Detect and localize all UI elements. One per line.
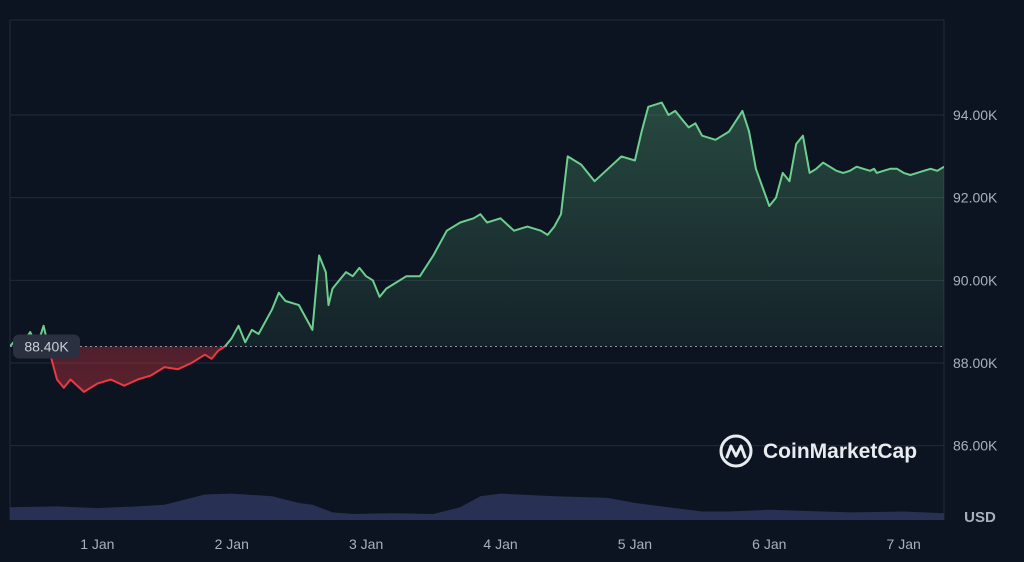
price-above-baseline <box>10 101 944 347</box>
x-tick-label: 4 Jan <box>483 536 517 552</box>
watermark-text: CoinMarketCap <box>763 440 917 463</box>
price-area-down <box>48 346 225 392</box>
baseline: 88.40K <box>10 334 944 359</box>
axes: 94.00K 92.00K 90.00K 88.00K 86.00K 1 Jan 2 Jan… <box>80 107 998 552</box>
logo-circle <box>719 434 753 468</box>
x-tick-label: 5 Jan <box>618 536 652 552</box>
x-tick-label: 1 Jan <box>80 536 114 552</box>
price-line-up <box>10 101 944 347</box>
x-tick-label: 2 Jan <box>215 536 249 552</box>
x-tick-label: 3 Jan <box>349 536 383 552</box>
y-tick-label: 94.00K <box>953 107 998 123</box>
y-tick-label: 88.00K <box>953 355 998 371</box>
y-tick-label: 86.00K <box>953 438 998 454</box>
y-tick-label: 92.00K <box>953 190 998 206</box>
baseline-badge <box>13 334 80 359</box>
price-series <box>10 101 944 393</box>
baseline-label: 88.40K <box>24 338 69 354</box>
y-tick-label: 90.00K <box>953 272 998 288</box>
coinmarketcap-logo-icon <box>719 434 753 468</box>
price-area-up <box>10 102 944 347</box>
x-tick-label: 7 Jan <box>887 536 921 552</box>
volume-series <box>10 493 944 520</box>
price-below-baseline <box>10 346 227 393</box>
watermark: CoinMarketCap <box>719 434 917 468</box>
price-line-down <box>10 346 227 393</box>
volume-area <box>10 493 944 520</box>
x-tick-label: 6 Jan <box>752 536 786 552</box>
currency-label: USD <box>964 509 996 526</box>
logo-wave <box>725 444 747 459</box>
